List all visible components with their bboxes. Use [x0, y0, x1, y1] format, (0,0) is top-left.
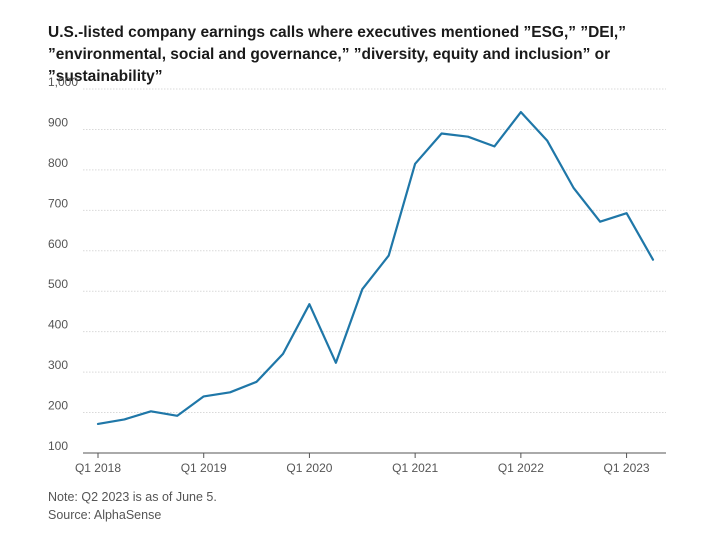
gridlines — [83, 88, 666, 454]
data-point — [652, 258, 655, 261]
y-tick-label: 100 — [48, 439, 68, 453]
data-point — [625, 212, 628, 215]
y-tick-label: 1,000 — [48, 75, 78, 89]
data-point — [255, 380, 258, 383]
y-tick-label: 600 — [48, 237, 68, 251]
data-point — [176, 414, 179, 417]
data-point — [599, 220, 602, 223]
x-tick-label: Q1 2022 — [498, 461, 544, 475]
data-point — [97, 422, 100, 425]
y-tick-label: 300 — [48, 358, 68, 372]
data-point — [546, 139, 549, 142]
data-point — [467, 135, 470, 138]
footnotes: Note: Q2 2023 is as of June 5. Source: A… — [48, 488, 217, 524]
x-axis: Q1 2018 Q1 2019 Q1 2020 Q1 2021 Q1 2022 Q1 20… — [75, 453, 650, 475]
data-point — [308, 303, 311, 306]
data-point — [519, 111, 522, 114]
data-point — [493, 145, 496, 148]
series-line — [96, 110, 655, 425]
chart-title: U.S.-listed company earnings calls where… — [48, 24, 626, 85]
data-point — [229, 391, 232, 394]
data-point — [361, 288, 364, 291]
y-tick-label: 400 — [48, 318, 68, 332]
data-point — [414, 162, 417, 165]
x-tick-label: Q1 2018 — [75, 461, 121, 475]
x-tick-label: Q1 2021 — [392, 461, 438, 475]
data-point — [282, 352, 285, 355]
x-tick-label: Q1 2020 — [286, 461, 332, 475]
data-point — [123, 418, 126, 421]
y-tick-label: 200 — [48, 399, 68, 413]
data-point — [572, 187, 575, 190]
y-tick-label: 900 — [48, 115, 68, 129]
y-axis: 100 200 300 400 500 600 700 800 900 1,000 — [48, 75, 78, 453]
data-point — [334, 361, 337, 364]
data-point — [149, 410, 152, 413]
y-tick-label: 800 — [48, 156, 68, 170]
y-tick-label: 700 — [48, 196, 68, 210]
y-tick-label: 500 — [48, 277, 68, 291]
data-point — [440, 132, 443, 135]
x-tick-label: Q1 2019 — [181, 461, 227, 475]
plot-area — [96, 110, 655, 425]
x-tick-label: Q1 2023 — [604, 461, 650, 475]
data-point — [387, 254, 390, 257]
data-point — [202, 395, 205, 398]
note-text: Note: Q2 2023 is as of June 5. — [48, 490, 217, 504]
source-text: Source: AlphaSense — [48, 508, 162, 522]
